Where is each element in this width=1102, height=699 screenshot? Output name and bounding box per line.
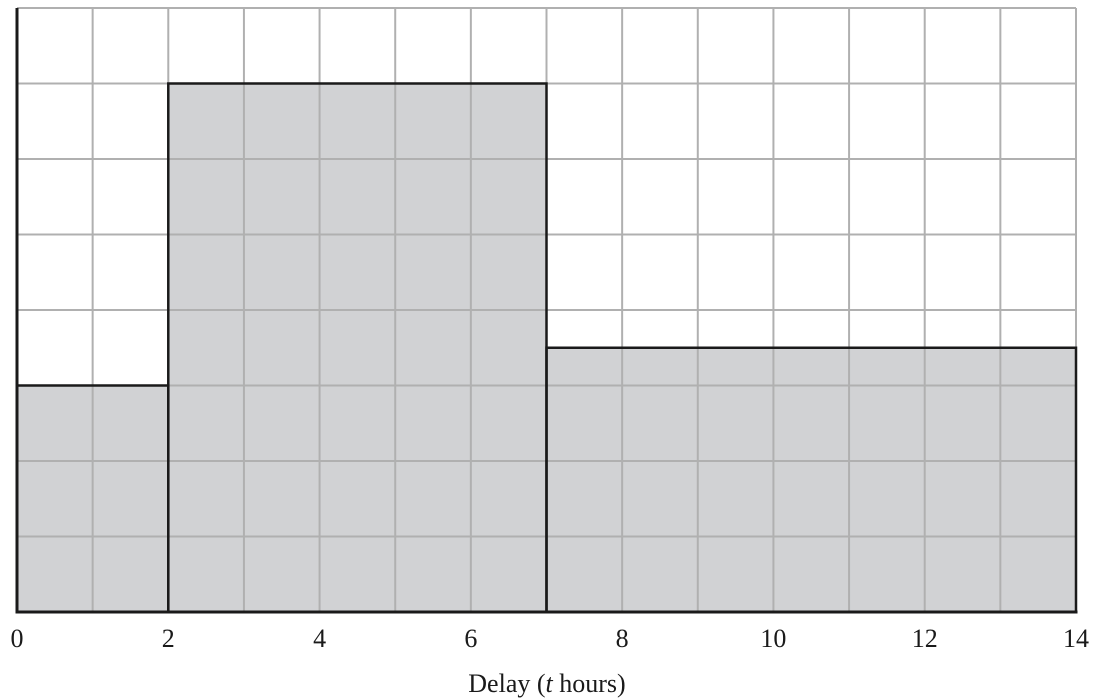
- x-axis-title-prefix: Delay (: [468, 669, 545, 698]
- x-tick-label-2: 2: [162, 624, 175, 653]
- x-tick-label-14: 14: [1063, 624, 1089, 653]
- x-tick-label-12: 12: [912, 624, 938, 653]
- bar-2: [546, 347, 1076, 612]
- bars-layer: [17, 83, 1076, 612]
- bar-1: [168, 83, 547, 612]
- x-axis-title: Delay (t hours): [468, 669, 625, 698]
- x-tick-label-4: 4: [313, 624, 326, 653]
- axes-layer: [15, 8, 1078, 614]
- x-axis-title-suffix: hours): [553, 669, 626, 698]
- x-tick-label-8: 8: [616, 624, 629, 653]
- x-tick-label-10: 10: [760, 624, 786, 653]
- x-tick-label-0: 0: [11, 624, 24, 653]
- tick-labels: 0 2 4 6 8 10 12 14: [11, 624, 1090, 653]
- x-axis-title-variable: t: [546, 669, 554, 698]
- x-tick-label-6: 6: [464, 624, 477, 653]
